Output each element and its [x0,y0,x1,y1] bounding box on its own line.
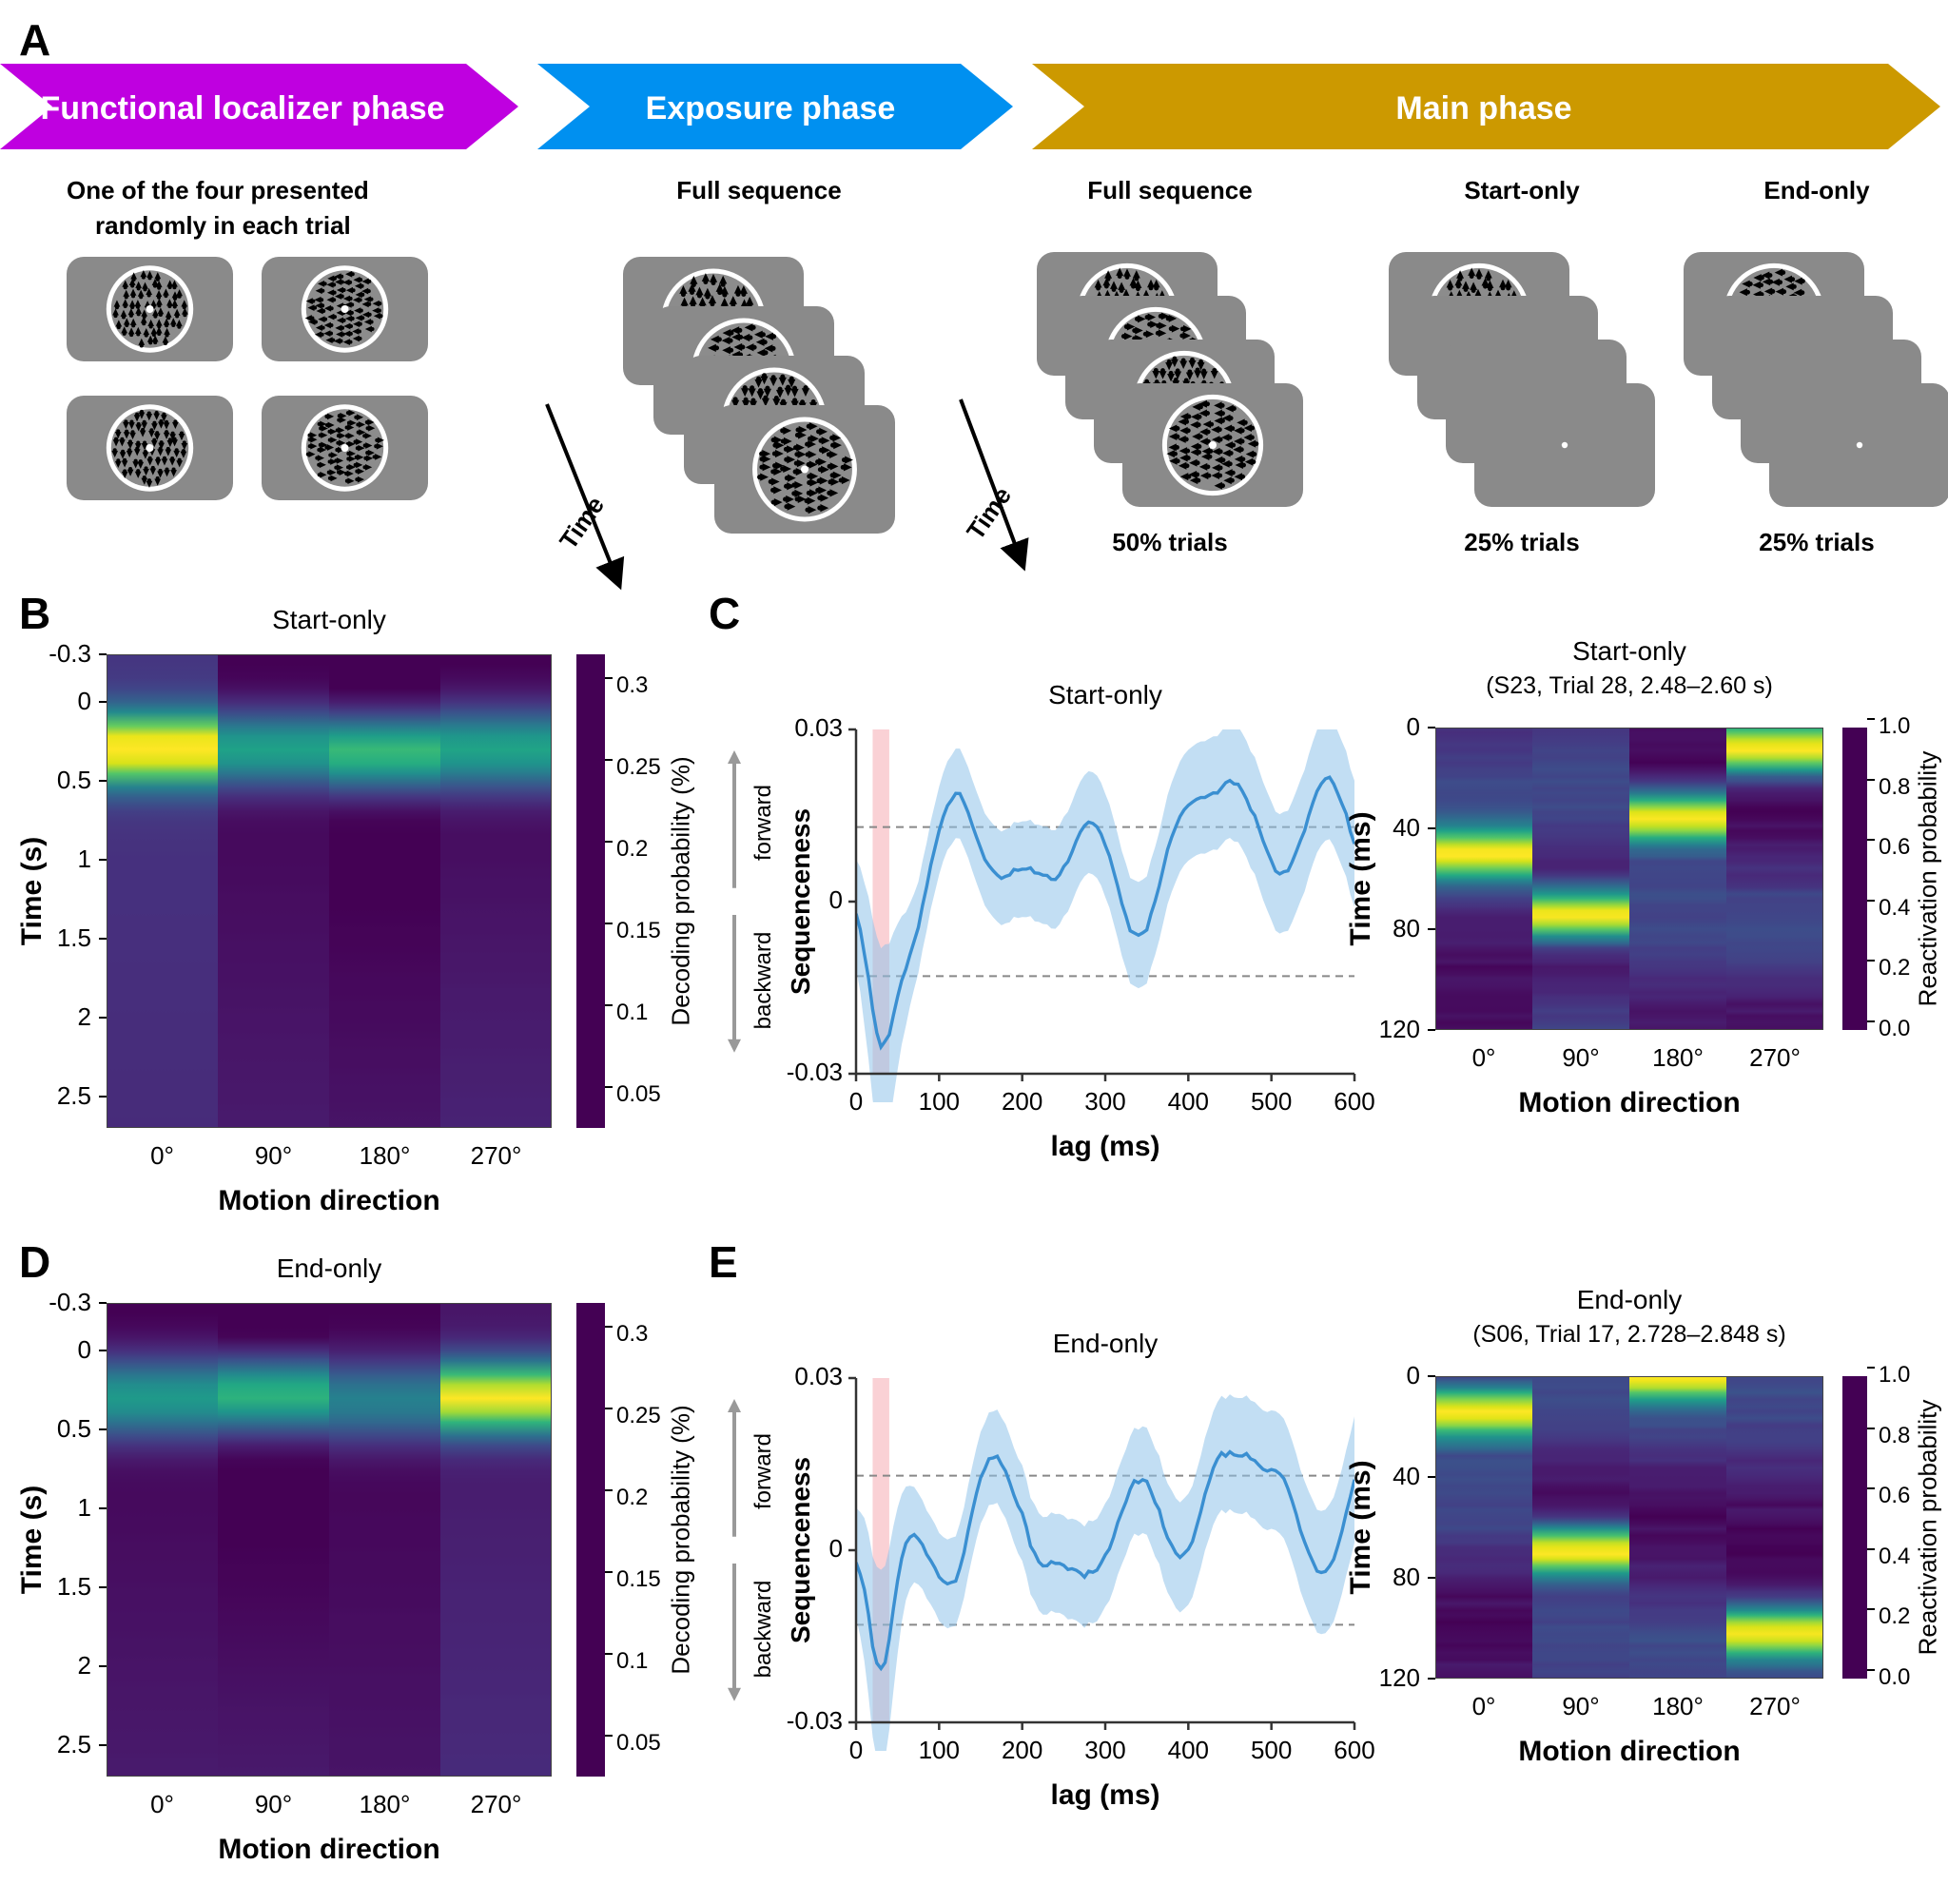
svg-text:Exposure phase: Exposure phase [646,90,896,126]
svg-text:Functional localizer phase: Functional localizer phase [40,90,444,126]
svg-text:Main phase: Main phase [1395,90,1571,126]
